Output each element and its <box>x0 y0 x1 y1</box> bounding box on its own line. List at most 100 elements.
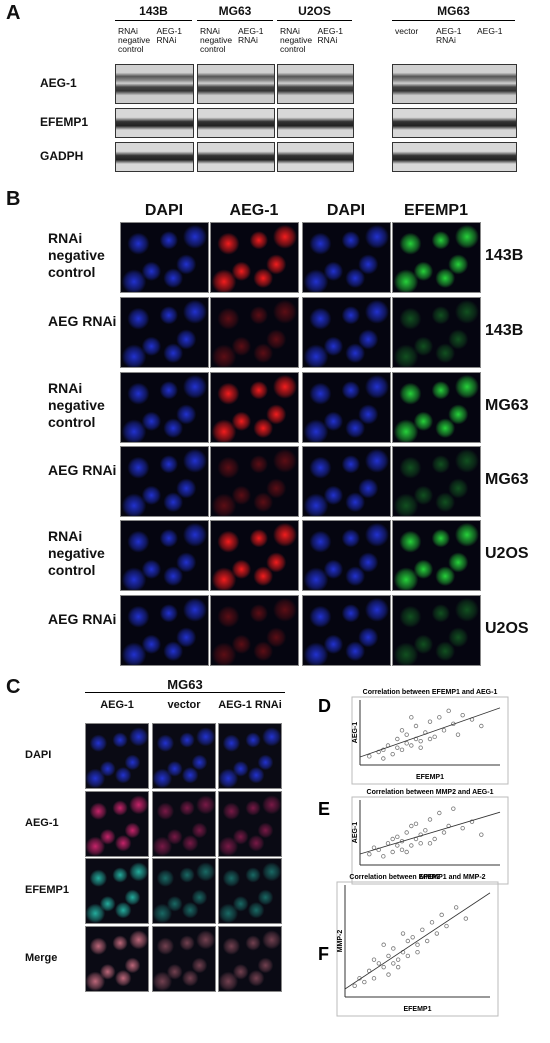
lane-label: RNAi negative control <box>200 26 233 54</box>
scatter-point <box>385 841 391 846</box>
scatter-point <box>404 732 409 737</box>
micrograph <box>392 446 481 517</box>
scatter-point <box>427 817 433 822</box>
scatter-point <box>390 751 395 757</box>
scatter-point <box>409 743 414 748</box>
scatter-point <box>404 849 409 855</box>
blot-band <box>115 64 194 104</box>
lane-label: RNAi negative control <box>280 26 313 54</box>
scatter-point <box>413 736 419 742</box>
micrograph <box>302 297 391 368</box>
scatter-point <box>395 834 400 840</box>
scatter-point <box>381 747 386 753</box>
micrograph <box>152 723 216 789</box>
plot-frame <box>351 796 509 885</box>
scatter-point <box>413 723 419 729</box>
micrograph <box>218 858 282 924</box>
scatter-point <box>367 851 372 857</box>
scatter-title: Correlation between EFEMP1 and MMP-2 <box>349 874 485 881</box>
scatter-point <box>455 732 461 737</box>
y-label: AEG-1 <box>352 822 359 844</box>
scatter-point <box>441 728 447 733</box>
scatter-point <box>399 728 405 733</box>
scatter-point <box>418 738 423 744</box>
scatter-point <box>390 836 395 842</box>
lane-label: AEG-1 <box>477 26 503 36</box>
micrograph <box>302 520 391 591</box>
scatter-point <box>409 843 414 848</box>
scatter-point <box>409 823 414 829</box>
micrograph <box>152 858 216 924</box>
blot-label: GADPH <box>40 149 84 163</box>
scatter-point <box>386 972 391 977</box>
scatter-title: Correlation between MMP2 and AEG-1 <box>367 789 494 796</box>
micrograph <box>120 222 209 293</box>
row-label: AEG-1 <box>25 817 59 829</box>
scatter-point <box>469 819 475 824</box>
row-cell-line: MG63 <box>485 471 529 488</box>
scatter-point <box>371 845 377 850</box>
scatter-point <box>357 976 362 981</box>
plot-frame <box>351 696 509 785</box>
panel-label: A <box>6 2 21 24</box>
scatter-point <box>429 920 435 925</box>
column-header: vector <box>167 699 201 711</box>
micrograph <box>210 222 299 293</box>
row-cell-line: 143B <box>485 322 524 339</box>
scatter-point <box>367 754 372 759</box>
fit-line <box>359 811 501 855</box>
row-condition: AEG RNAi <box>48 611 117 627</box>
cell-line-header: 143B <box>115 4 192 21</box>
scatter-title: Correlation between EFEMP1 and AEG-1 <box>363 689 498 696</box>
micrograph <box>120 446 209 517</box>
micrograph <box>120 372 209 443</box>
scatter-point <box>376 847 381 853</box>
scatter-point <box>427 736 433 742</box>
scatter-point <box>381 854 386 859</box>
row-label: DAPI <box>25 749 52 761</box>
scatter-point <box>399 847 405 853</box>
row-cell-line: MG63 <box>485 397 529 414</box>
scatter-point <box>391 961 396 966</box>
micrograph <box>210 297 299 368</box>
cell-line-header: U2OS <box>277 4 352 21</box>
column-header: AEG-1 <box>229 202 279 219</box>
scatter-point <box>427 719 433 724</box>
scatter-point <box>446 823 451 829</box>
row-label: EFEMP1 <box>25 884 70 896</box>
panel-label: F <box>318 944 329 964</box>
blot-band <box>277 64 354 104</box>
scatter-point <box>437 810 442 816</box>
scatter-point <box>404 830 409 835</box>
scatter-point <box>371 976 377 981</box>
scatter-point <box>479 723 484 729</box>
micrograph <box>120 297 209 368</box>
micrograph <box>218 926 282 992</box>
scatter-point <box>451 721 456 727</box>
scatter-point <box>415 942 420 947</box>
panel-label: D <box>318 696 331 716</box>
scatter-point <box>451 806 456 811</box>
micrograph <box>218 723 282 789</box>
lane-label: AEG-1 RNAi <box>156 26 183 45</box>
scatter-point <box>371 957 377 962</box>
panel-label: B <box>6 188 21 210</box>
scatter-point <box>381 942 386 947</box>
micrograph <box>120 520 209 591</box>
column-header: DAPI <box>326 202 366 219</box>
scatter-point <box>418 841 423 846</box>
plot-frame <box>336 881 499 1017</box>
row-condition: RNAi negative control <box>48 230 105 280</box>
scatter-point <box>400 950 406 955</box>
cell-line-header: MG63 <box>392 4 515 21</box>
scatter-point <box>439 912 444 918</box>
row-cell-line: U2OS <box>485 545 529 562</box>
scatter-point <box>441 830 447 835</box>
micrograph <box>302 222 391 293</box>
scatter-point <box>418 745 423 750</box>
blot-band <box>392 64 517 104</box>
micrograph <box>152 791 216 857</box>
micrograph <box>392 372 481 443</box>
scatter-point <box>427 841 433 846</box>
scatter-point <box>405 953 411 959</box>
